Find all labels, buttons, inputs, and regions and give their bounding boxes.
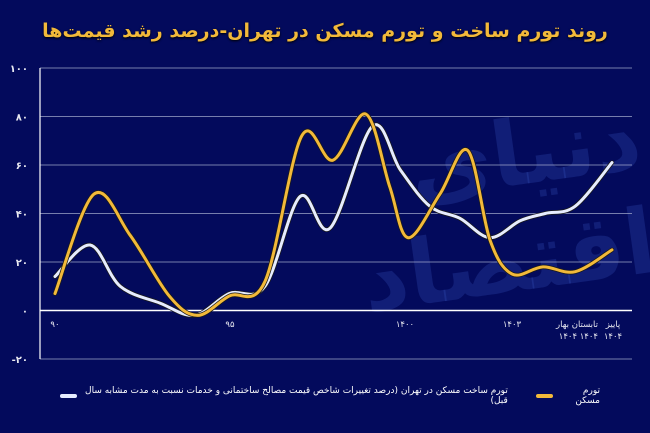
legend-item-housing: تورم مسکن [535, 386, 600, 406]
x-tick-label: ۹۵ [225, 320, 235, 330]
x-tick-label: ۱۴۰۴ ۱۴۰۴ [559, 332, 598, 342]
x-tick-label: ۱۴۰۴ [604, 332, 622, 342]
legend-label-construction: تورم ساخت مسکن در تهران (درصد تغییرات شا… [85, 386, 508, 406]
chart-title: روند تورم ساخت و تورم مسکن در تهران-درصد… [42, 20, 608, 42]
y-tick-label: ۰ [22, 307, 28, 318]
y-tick-label: -۲۰ [12, 355, 28, 366]
x-tick-label: ۱۴۰۰ [396, 320, 414, 330]
y-tick-label: ۴۰ [16, 210, 28, 221]
x-tick-label: پاییز [605, 320, 621, 330]
legend-swatch-housing [535, 394, 554, 398]
x-tick-label: تابستان بهار [555, 320, 599, 330]
y-tick-label: ۸۰ [16, 113, 28, 124]
legend-label-housing: تورم مسکن [575, 386, 600, 406]
x-tick-label: ۱۴۰۳ [503, 320, 522, 330]
legend: تورم مسکن تورم ساخت مسکن در تهران (درصد … [60, 386, 600, 406]
y-tick-label: ۱۰۰ [10, 64, 28, 75]
housing-inflation-line [53, 112, 614, 317]
series-lines [52, 111, 615, 318]
x-axis: ۹۰ ۹۵ ۱۴۰۰ ۱۴۰۳ تابستان بهار ۱۴۰۴ ۱۴۰۴ پاییز ۱۴… [50, 320, 622, 342]
y-tick-label: ۶۰ [16, 161, 28, 172]
legend-swatch-construction [60, 394, 78, 398]
construction-inflation-line [53, 123, 614, 317]
y-axis: ۱۰۰ ۸۰ ۶۰ ۴۰ ۲۰ ۰ -۲۰ [10, 64, 41, 366]
legend-item-construction: تورم ساخت مسکن در تهران (درصد تغییرات شا… [60, 386, 508, 406]
y-tick-label: ۲۰ [16, 258, 28, 269]
x-tick-label: ۹۰ [50, 320, 59, 330]
